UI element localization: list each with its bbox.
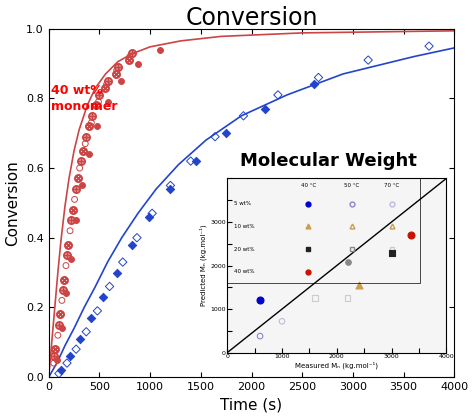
Point	[113, 67, 120, 74]
Point	[211, 133, 219, 140]
Point	[128, 241, 136, 248]
Point	[59, 287, 67, 293]
Point	[92, 102, 100, 109]
Point	[95, 99, 102, 105]
Text: 5 wt% monomer: 5 wt% monomer	[287, 189, 401, 202]
Point	[315, 74, 322, 81]
Point	[106, 283, 113, 290]
Point	[67, 217, 75, 224]
Point	[100, 293, 107, 300]
Point	[167, 186, 174, 192]
Point	[55, 370, 63, 377]
Point	[274, 92, 282, 98]
Point	[73, 217, 80, 224]
Point	[365, 57, 372, 64]
Point	[74, 175, 82, 182]
Point	[133, 234, 141, 241]
Point	[67, 255, 75, 262]
Point	[192, 158, 200, 164]
Point	[156, 46, 164, 53]
Point	[85, 151, 93, 158]
Point	[56, 311, 64, 318]
Point	[76, 335, 84, 342]
Point	[114, 64, 121, 70]
Point	[78, 182, 86, 189]
Point	[80, 147, 87, 154]
Point	[58, 325, 66, 331]
Point	[134, 60, 142, 67]
Point	[82, 133, 90, 140]
Point	[96, 92, 103, 98]
Point	[51, 346, 59, 352]
Point	[119, 259, 127, 265]
Point	[261, 105, 269, 112]
Point	[58, 297, 66, 304]
Point	[187, 158, 194, 164]
Point	[310, 81, 318, 88]
Point	[76, 165, 83, 171]
Point	[104, 78, 111, 84]
Point	[425, 43, 433, 49]
Point	[103, 81, 110, 88]
Point	[117, 78, 125, 84]
Point	[112, 71, 119, 77]
Point	[63, 252, 71, 258]
Point	[65, 241, 73, 248]
Point	[93, 308, 101, 314]
Point	[54, 332, 62, 339]
Point	[61, 276, 68, 283]
Point	[85, 123, 93, 130]
Point	[125, 57, 133, 64]
Point	[51, 353, 58, 359]
Point	[82, 140, 89, 147]
Point	[88, 120, 95, 126]
Point	[82, 329, 90, 335]
Point	[93, 123, 101, 130]
Title: Conversion: Conversion	[185, 5, 318, 30]
Point	[128, 50, 136, 56]
Point	[55, 321, 63, 328]
Point	[240, 112, 247, 119]
Point	[113, 269, 120, 276]
Y-axis label: Conversion: Conversion	[6, 160, 20, 246]
Point	[57, 367, 64, 373]
Point	[167, 182, 174, 189]
Point	[89, 112, 96, 119]
Point	[66, 227, 74, 234]
Text: 40 wt%
monomer: 40 wt% monomer	[51, 84, 117, 113]
Point	[88, 314, 95, 321]
Point	[71, 196, 78, 203]
Point	[148, 210, 156, 217]
Point	[101, 84, 109, 91]
Point	[69, 206, 77, 213]
Point	[72, 186, 79, 192]
Point	[146, 214, 153, 220]
Point	[77, 158, 84, 164]
Point	[66, 353, 74, 359]
Text: Molecular Weight: Molecular Weight	[240, 152, 417, 170]
Point	[63, 290, 70, 297]
Point	[63, 360, 71, 367]
Point	[62, 262, 70, 269]
Point	[73, 346, 80, 352]
Point	[222, 130, 230, 137]
Point	[104, 99, 111, 105]
Point	[50, 360, 57, 367]
Point	[53, 356, 61, 363]
X-axis label: Time (s): Time (s)	[220, 398, 283, 413]
Point	[126, 53, 134, 60]
